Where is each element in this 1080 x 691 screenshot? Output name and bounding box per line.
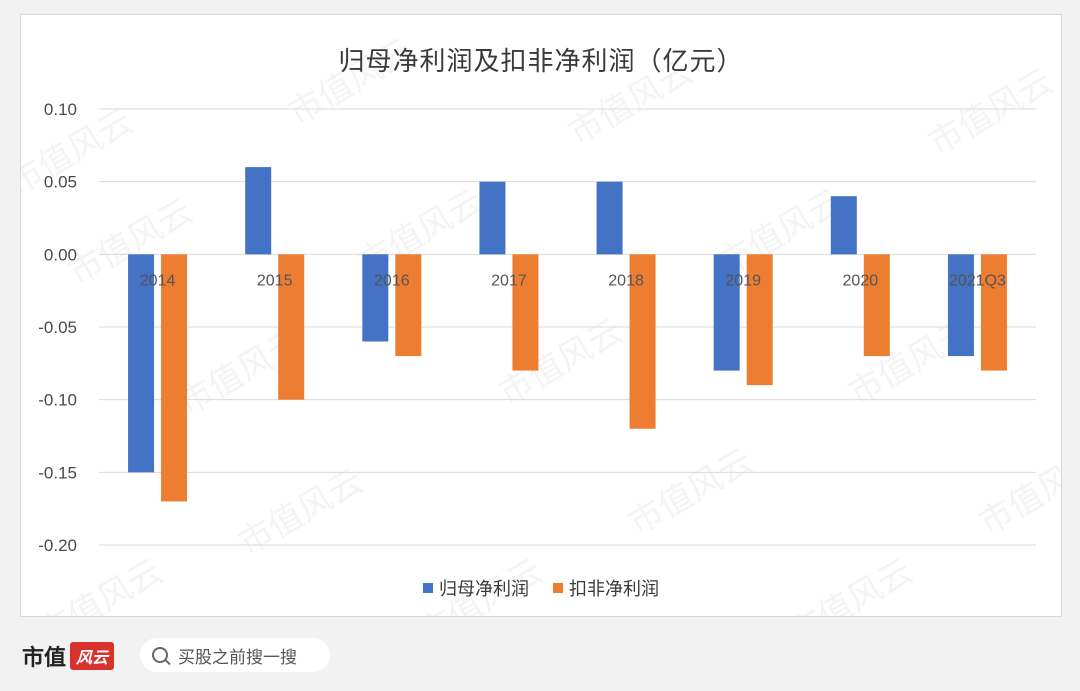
y-tick-label: 0.10 — [44, 100, 77, 119]
bar-series-1 — [713, 254, 740, 371]
bar-chart: 0.10 0.05 0.00 -0.05 -0.10 -0.15 -0.20 2014 2015… — [38, 100, 1036, 555]
bar-series-2 — [980, 254, 1007, 371]
legend-item-series-1: 归母净利润 — [423, 575, 529, 601]
x-tick-label: 2016 — [374, 272, 410, 289]
bar-series-2 — [395, 254, 422, 357]
bar-series-2 — [512, 254, 539, 371]
y-tick-label: 0.05 — [44, 173, 77, 192]
y-tick-label: -0.10 — [38, 391, 77, 410]
bar-series-2 — [863, 254, 890, 357]
legend-item-series-2: 扣非净利润 — [553, 575, 659, 601]
bar-series-1 — [947, 254, 974, 357]
x-tick-label: 2019 — [725, 272, 761, 289]
bar-series-1 — [128, 254, 155, 473]
logo-badge: 风云 — [70, 642, 115, 670]
x-tick-label: 2018 — [608, 272, 644, 289]
search-placeholder: 买股之前搜一搜 — [178, 647, 297, 668]
chart-title: 归母净利润及扣非净利润（亿元） — [338, 47, 744, 77]
bar-series-1 — [830, 196, 857, 255]
bar-series-2 — [629, 254, 656, 429]
y-tick-label: -0.15 — [38, 463, 77, 482]
legend-label-series-2: 扣非净利润 — [569, 579, 659, 600]
legend-swatch-series-2 — [553, 583, 563, 593]
x-tick-label: 2017 — [491, 272, 527, 289]
legend: 归母净利润 扣非净利润 — [21, 575, 1061, 601]
chart-card: 市值风云 市值风云 市值风云 市值风云 市值风云 市值风云 市值风云 市值风云 市值风云 市值风云… — [20, 14, 1062, 617]
y-tick-label: -0.20 — [38, 536, 77, 555]
y-tick-label: -0.05 — [38, 318, 77, 337]
x-tick-label: 2014 — [140, 272, 176, 289]
search-icon — [152, 647, 168, 663]
x-tick-label: 2015 — [257, 272, 293, 289]
bar-series-2 — [746, 254, 773, 386]
footer-bar: 市值 风云 买股之前搜一搜 — [0, 626, 1080, 691]
brand-logo[interactable]: 市值 风云 — [22, 640, 115, 672]
bar-series-1 — [596, 181, 623, 255]
search-box[interactable]: 买股之前搜一搜 — [140, 638, 330, 672]
x-tick-label: 2021Q3 — [949, 272, 1006, 289]
bar-series-1 — [479, 181, 506, 255]
legend-label-series-1: 归母净利润 — [439, 579, 529, 600]
bar-series-1 — [362, 254, 389, 342]
y-tick-label: 0.00 — [44, 245, 77, 264]
logo-text: 市值 — [22, 646, 67, 671]
bar-series-2 — [161, 254, 188, 502]
bar-series-1 — [245, 167, 272, 255]
x-tick-label: 2020 — [843, 272, 879, 289]
legend-swatch-series-1 — [423, 583, 433, 593]
bar-series-2 — [278, 254, 305, 400]
